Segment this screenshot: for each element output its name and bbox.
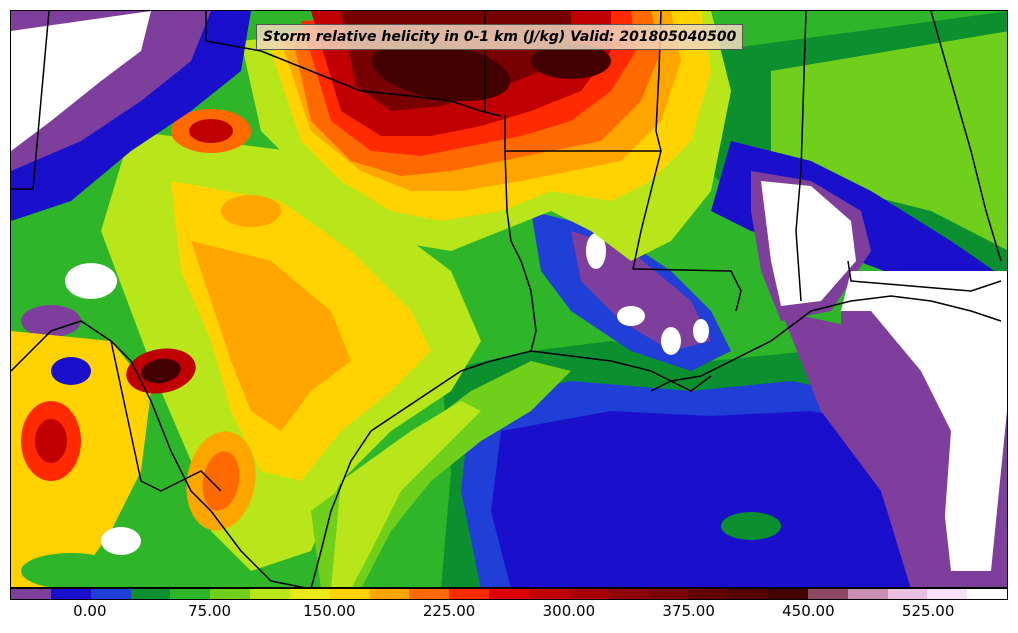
border-mexico-states bbox=[110, 340, 222, 492]
colorbar-segment bbox=[449, 589, 490, 599]
border-ms-river bbox=[632, 11, 742, 312]
state-borders-coastline bbox=[11, 11, 1002, 587]
border-fl-al-ga bbox=[847, 260, 1002, 292]
coastline-gulf bbox=[310, 295, 1002, 587]
colorbar-tick-label: 75.00 bbox=[188, 602, 232, 620]
border-us-mexico-rio-grande bbox=[11, 320, 305, 587]
field-nw-white-2 bbox=[65, 263, 117, 299]
field-east-ltgreen bbox=[771, 31, 1007, 250]
colorbar-tick-label: 300.00 bbox=[542, 602, 596, 620]
helicity-map: Storm relative helicity in 0-1 km (J/kg)… bbox=[10, 10, 1008, 588]
colorbar-segment bbox=[648, 589, 689, 599]
colorbar-segment bbox=[11, 589, 51, 599]
colorbar-segment bbox=[847, 589, 888, 599]
colorbar-segment bbox=[967, 589, 1008, 599]
field-gulf-spot bbox=[721, 512, 781, 540]
field-florida-purple-edge bbox=[841, 311, 951, 587]
colorbar-tick-label: 450.00 bbox=[782, 602, 835, 620]
colorbar-segment bbox=[170, 589, 211, 599]
field-coast-yellowgreen bbox=[331, 401, 481, 587]
field-west-dkred bbox=[35, 419, 67, 463]
colorbar-segment bbox=[50, 589, 91, 599]
field-north-core bbox=[371, 40, 511, 102]
field-west-white bbox=[101, 527, 141, 555]
colorbar-segment bbox=[90, 589, 131, 599]
colorbar-segment bbox=[369, 589, 410, 599]
field-west-green bbox=[21, 553, 121, 587]
field-nw-purple-2 bbox=[21, 305, 81, 337]
field-west-blue bbox=[51, 357, 91, 385]
field-la-white-3 bbox=[586, 233, 606, 269]
colorbar-segment bbox=[887, 589, 928, 599]
field-la-white-2 bbox=[661, 327, 681, 355]
colorbar-segment bbox=[489, 589, 529, 599]
colorbar-tick-label: 525.00 bbox=[901, 602, 955, 620]
colorbar-segment bbox=[768, 589, 808, 599]
field-tx-orange bbox=[191, 241, 351, 431]
colorbar-segment bbox=[608, 589, 649, 599]
colorbar-segment bbox=[329, 589, 370, 599]
colorbar-segment bbox=[250, 589, 290, 599]
colorbar-segment bbox=[289, 589, 330, 599]
colorbar-tick-label: 225.00 bbox=[422, 602, 476, 620]
coastline-delta bbox=[650, 375, 712, 392]
field-tx-hotspot-1-core bbox=[189, 119, 233, 143]
border-ms-al bbox=[795, 11, 807, 302]
border-al-ga bbox=[930, 11, 1002, 262]
colorbar-segment bbox=[807, 589, 848, 599]
field-la-white-1 bbox=[617, 306, 645, 326]
border-tx-la-sabine bbox=[504, 150, 537, 352]
colorbar bbox=[10, 588, 1008, 600]
colorbar-segment bbox=[528, 589, 569, 599]
map-title: Storm relative helicity in 0-1 km (J/kg)… bbox=[256, 24, 744, 50]
colorbar-segment bbox=[688, 589, 729, 599]
border-ok-tx-red-river bbox=[205, 11, 502, 117]
field-east-white bbox=[761, 181, 856, 306]
helicity-field-svg bbox=[11, 11, 1007, 587]
field-west-yellow bbox=[11, 331, 151, 587]
field-tx-hotspot-2 bbox=[221, 195, 281, 227]
field-west-hotspot-core bbox=[141, 358, 181, 384]
colorbar-segment bbox=[210, 589, 251, 599]
field-north-core-2 bbox=[531, 43, 611, 79]
colorbar-segment bbox=[728, 589, 769, 599]
field-la-white-4 bbox=[693, 319, 709, 343]
colorbar-segment bbox=[568, 589, 609, 599]
colorbar-segment bbox=[409, 589, 450, 599]
colorbar-segment bbox=[130, 589, 171, 599]
colorbar-tick-label: 150.00 bbox=[303, 602, 356, 620]
field-la-purple bbox=[571, 231, 711, 351]
colorbar-tick-label: 0.00 bbox=[73, 602, 107, 620]
colorbar-tick-label: 375.00 bbox=[662, 602, 715, 620]
border-nm-west bbox=[11, 11, 50, 190]
colorbar-tick-labels: 0.00 75.00 150.00 225.00 300.00 375.00 450.00 5… bbox=[0, 602, 1018, 624]
field-tx-south-dkorange bbox=[202, 451, 240, 511]
colorbar-segment bbox=[927, 589, 968, 599]
